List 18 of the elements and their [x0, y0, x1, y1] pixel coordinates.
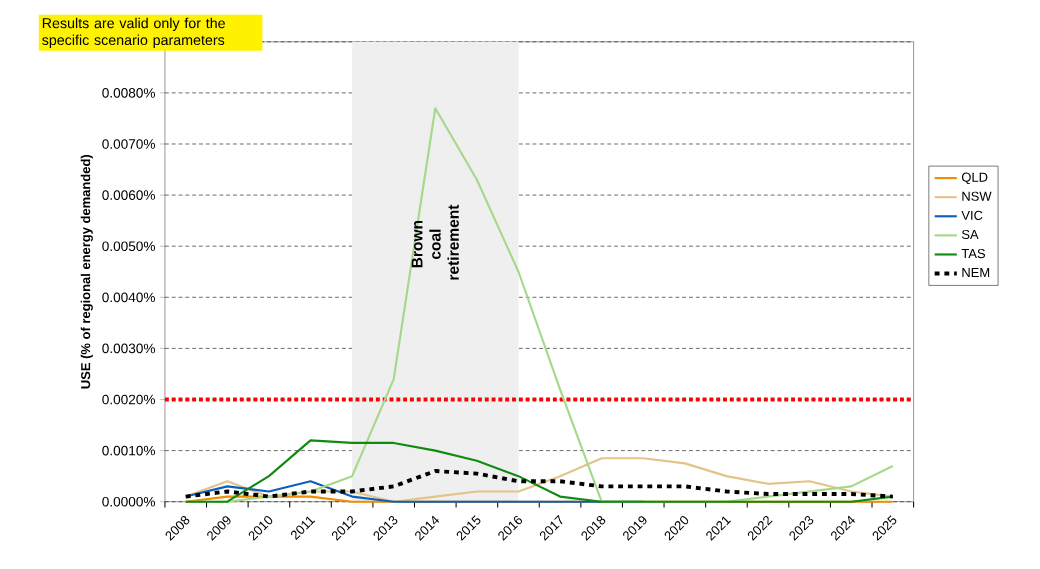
- band-label: Brown coal retirement: [411, 204, 459, 280]
- y-tick-label: 0.0010%: [102, 445, 155, 456]
- legend-label: NEM: [962, 268, 990, 278]
- legend-label: VIC: [961, 210, 983, 221]
- y-tick-label: 0.0070%: [102, 139, 155, 149]
- y-tick-label: 0.0040%: [102, 292, 155, 303]
- y-tick-label: 0.0000%: [102, 496, 155, 507]
- y-axis-title: USE (% of regional energy demanded): [80, 155, 93, 389]
- annotation: Results are valid only for the specific scenario parameters: [42, 17, 225, 48]
- legend-label: QLD: [961, 172, 988, 185]
- y-tick-label: 0.0030%: [102, 343, 155, 354]
- y-tick-label: 0.0050%: [102, 241, 155, 252]
- legend-label: TAS: [961, 249, 985, 259]
- legend-label: SA: [961, 229, 979, 240]
- y-tick-label: 0.0080%: [102, 88, 155, 98]
- y-tick-label: 0.0020%: [102, 394, 155, 405]
- y-tick-label: 0.0060%: [102, 190, 155, 201]
- legend-label: NSW: [962, 191, 992, 201]
